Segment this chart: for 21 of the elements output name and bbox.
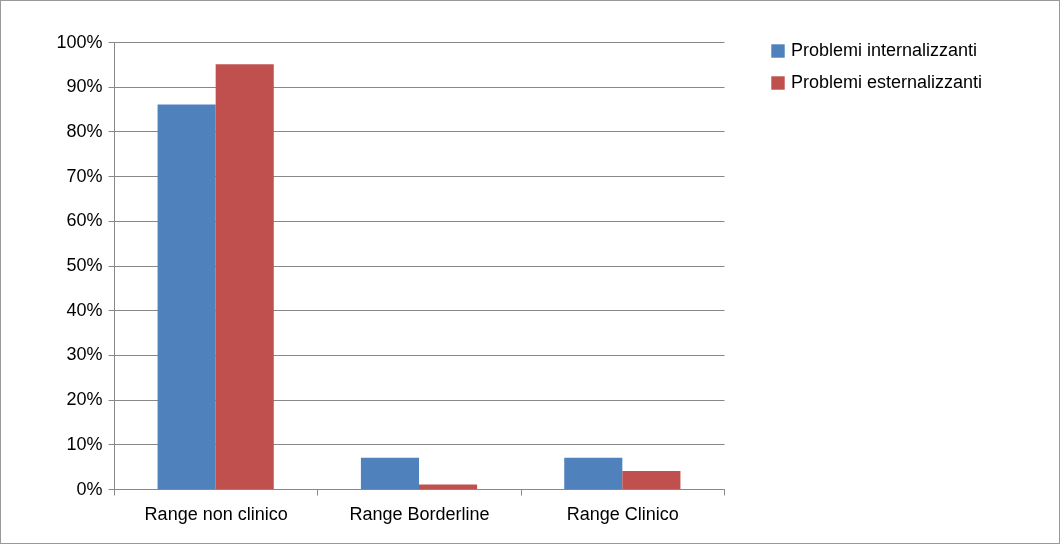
bar: [157, 104, 216, 489]
y-tick-label: 30%: [66, 344, 103, 365]
y-tick-label: 60%: [66, 210, 103, 231]
bar: [564, 457, 623, 489]
y-tick-label: 0%: [76, 478, 103, 499]
y-tick-label: 50%: [66, 255, 103, 275]
legend-label: Problemi internalizzanti: [791, 40, 978, 60]
y-tick-label: 70%: [66, 165, 103, 186]
y-tick-label: 40%: [66, 299, 103, 320]
y-tick-label: 100%: [56, 31, 103, 52]
y-tick-label: 80%: [66, 120, 103, 141]
y-tick-label: 10%: [66, 433, 103, 454]
y-tick-label: 20%: [66, 389, 103, 410]
legend-label: Problemi esternalizzanti: [791, 72, 983, 92]
x-tick-label: Range Clinico: [566, 503, 679, 524]
x-tick-label: Range non clinico: [144, 503, 288, 524]
bar: [622, 471, 681, 489]
bar: [360, 457, 419, 489]
x-tick-label: Range Borderline: [349, 503, 490, 524]
bar: [215, 64, 274, 489]
y-tick-label: 90%: [66, 76, 103, 97]
